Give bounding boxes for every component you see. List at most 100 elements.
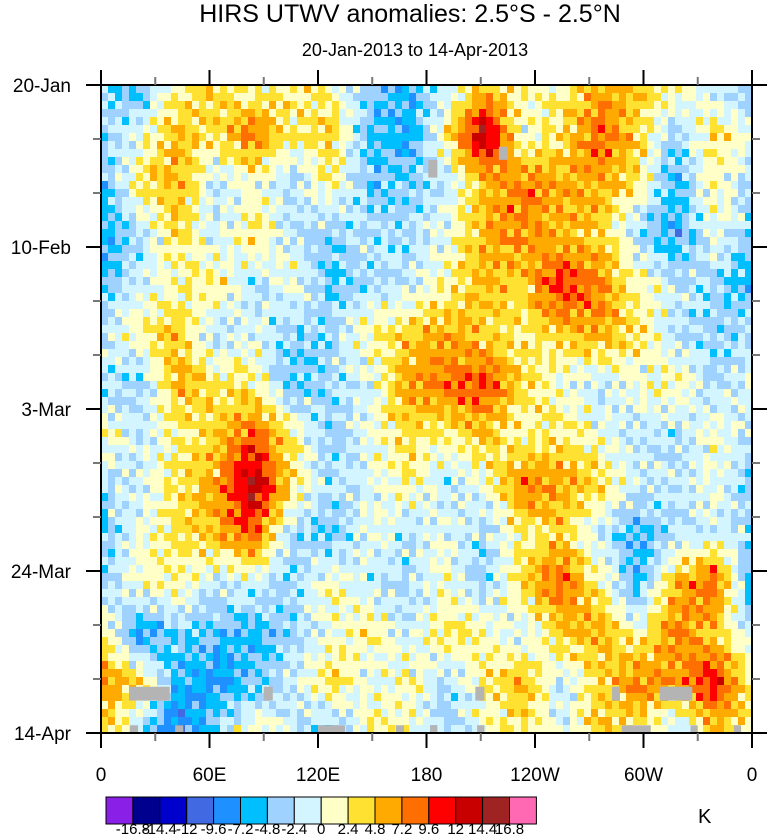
heatmap-cell [675,317,683,326]
heatmap-cell [542,117,550,126]
heatmap-cell [710,421,718,430]
heatmap-cell [507,245,515,254]
heatmap-cell [115,389,123,398]
heatmap-cell [248,381,256,390]
heatmap-cell [528,205,536,214]
heatmap-cell [248,413,256,422]
heatmap-cell [724,301,732,310]
heatmap-cell [689,173,697,182]
heatmap-cell [724,101,732,110]
heatmap-cell [535,269,543,278]
heatmap-cell [731,349,739,358]
heatmap-cell [507,117,515,126]
heatmap-cell [465,397,473,406]
heatmap-cell [171,389,179,398]
heatmap-cell [388,229,396,238]
heatmap-cell [199,365,207,374]
heatmap-cell [129,397,137,406]
heatmap-cell [612,357,620,366]
heatmap-cell [339,509,347,518]
heatmap-cell [185,389,193,398]
heatmap-cell [157,365,165,374]
heatmap-cell [213,173,221,182]
heatmap-cell [199,493,207,502]
heatmap-cell [346,285,354,294]
heatmap-cell [395,445,403,454]
heatmap-cell [444,101,452,110]
heatmap-cell [199,405,207,414]
heatmap-cell [549,93,557,102]
heatmap-cell [528,149,536,158]
heatmap-cell [710,173,718,182]
heatmap-cell [150,141,158,150]
heatmap-cell [234,149,242,158]
heatmap-cell [220,341,228,350]
heatmap-cell [220,125,228,134]
heatmap-cell [689,405,697,414]
heatmap-cell [241,269,249,278]
heatmap-cell [325,181,333,190]
heatmap-cell [381,173,389,182]
heatmap-cell [542,221,550,230]
heatmap-cell [738,389,746,398]
heatmap-cell [108,501,116,510]
heatmap-cell [206,437,214,446]
heatmap-cell [395,229,403,238]
heatmap-cell [472,325,480,334]
heatmap-cell [353,301,361,310]
heatmap-cell [367,437,375,446]
heatmap-cell [115,125,123,134]
heatmap-cell [668,149,676,158]
heatmap-cell [535,237,543,246]
heatmap-cell [619,189,627,198]
heatmap-cell [164,149,172,158]
heatmap-cell [465,101,473,110]
heatmap-cell [332,205,340,214]
heatmap-cell [570,277,578,286]
heatmap-cell [528,285,536,294]
heatmap-cell [255,413,263,422]
heatmap-cell [213,389,221,398]
heatmap-cell [388,237,396,246]
heatmap-cell [535,85,543,94]
heatmap-cell [150,317,158,326]
heatmap-cell [325,125,333,134]
heatmap-cell [255,109,263,118]
heatmap-cell [479,229,487,238]
heatmap-cell [367,421,375,430]
heatmap-cell [626,469,634,478]
heatmap-cell [451,333,459,342]
heatmap-cell [745,333,753,342]
heatmap-cell [171,301,179,310]
heatmap-cell [689,309,697,318]
heatmap-cell [157,165,165,174]
heatmap-cell [437,357,445,366]
heatmap-cell [157,189,165,198]
heatmap-cell [710,85,718,94]
heatmap-cell [297,341,305,350]
heatmap-cell [262,93,270,102]
heatmap-cell [535,165,543,174]
heatmap-cell [598,333,606,342]
heatmap-cell [402,165,410,174]
heatmap-cell [108,141,116,150]
heatmap-cell [717,453,725,462]
heatmap-cell [262,317,270,326]
heatmap-cell [311,253,319,262]
heatmap-cell [437,413,445,422]
heatmap-cell [241,381,249,390]
heatmap-cell [339,413,347,422]
heatmap-cell [234,381,242,390]
heatmap-cell [150,333,158,342]
heatmap-cell [290,293,298,302]
heatmap-cell [311,237,319,246]
heatmap-cell [248,85,256,94]
heatmap-cell [248,213,256,222]
heatmap-cell [241,333,249,342]
heatmap-cell [731,501,739,510]
heatmap-cell [668,221,676,230]
heatmap-cell [682,293,690,302]
heatmap-cell [150,125,158,134]
heatmap-cell [486,501,494,510]
heatmap-cell [136,317,144,326]
